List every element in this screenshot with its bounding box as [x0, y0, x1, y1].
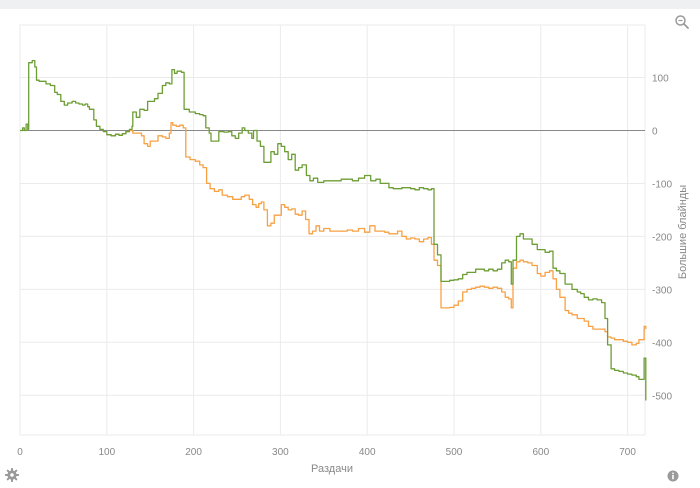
y-tick-label: 0: [652, 127, 658, 138]
top-toolbar-strip: [0, 0, 700, 9]
info-icon[interactable]: [667, 469, 679, 482]
y-tick-label: 100: [652, 74, 669, 85]
y-tick-label: -500: [652, 391, 672, 402]
y-tick-label: -400: [652, 338, 672, 349]
x-axis-title: Раздачи: [311, 463, 353, 475]
x-tick-labels: 0 100 200 300 400 500 600 700: [17, 447, 636, 458]
y-tick-label: -200: [652, 232, 672, 243]
grid-lines: [19, 24, 646, 436]
x-tick-label: 100: [98, 447, 115, 458]
green-series-line: [20, 59, 647, 401]
x-tick-label: 300: [272, 447, 289, 458]
x-tick-label: 0: [17, 447, 23, 458]
magnifier-icon[interactable]: [674, 14, 690, 30]
series-lines: [20, 59, 647, 401]
y-tick-label: -100: [652, 179, 672, 190]
y-tick-label: -300: [652, 285, 672, 296]
gear-icon[interactable]: [4, 467, 20, 483]
x-tick-label: 700: [619, 447, 636, 458]
x-tick-label: 600: [532, 447, 549, 458]
x-tick-label: 400: [359, 447, 376, 458]
y-axis-title: Большие блайнды: [677, 185, 689, 279]
x-tick-label: 500: [446, 447, 463, 458]
plot-frame: [19, 24, 646, 436]
orange-series-line: [106, 121, 647, 346]
x-tick-label: 200: [185, 447, 202, 458]
y-tick-labels: 100 0 -100 -200 -300 -400 -500: [652, 74, 672, 403]
